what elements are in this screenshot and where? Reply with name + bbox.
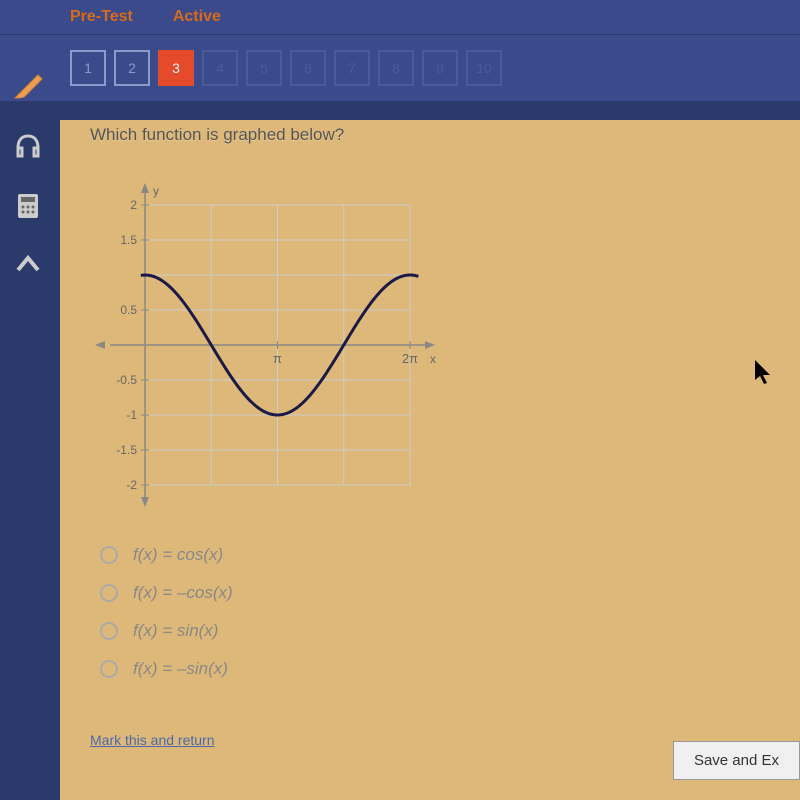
mark-return-link[interactable]: Mark this and return — [90, 732, 215, 748]
pencil-icon[interactable] — [10, 68, 45, 103]
svg-text:π: π — [273, 351, 282, 366]
question-btn-9[interactable]: 9 — [422, 50, 458, 86]
svg-text:2π: 2π — [402, 351, 418, 366]
calculator-icon[interactable] — [10, 188, 45, 223]
svg-text:0.5: 0.5 — [120, 303, 137, 317]
answer-list: f(x) = cos(x) f(x) = –cos(x) f(x) = sin(x)… — [100, 545, 780, 679]
answer-option-1[interactable]: f(x) = –cos(x) — [100, 583, 780, 603]
main-content: Which function is graphed below? 2 1.5 0.5… — [60, 120, 800, 800]
answer-option-0[interactable]: f(x) = cos(x) — [100, 545, 780, 565]
svg-text:2: 2 — [130, 198, 137, 212]
answer-option-2[interactable]: f(x) = sin(x) — [100, 621, 780, 641]
answer-label: f(x) = –sin(x) — [133, 659, 228, 679]
collapse-icon[interactable] — [10, 248, 45, 283]
answer-label: f(x) = cos(x) — [133, 545, 223, 565]
question-nav: 12345678910 — [0, 34, 800, 101]
svg-text:-0.5: -0.5 — [116, 373, 137, 387]
question-text: Which function is graphed below? — [90, 125, 780, 145]
headphones-icon[interactable] — [10, 128, 45, 163]
side-toolbar — [0, 50, 55, 283]
question-btn-10[interactable]: 10 — [466, 50, 502, 86]
question-btn-5[interactable]: 5 — [246, 50, 282, 86]
question-btn-3[interactable]: 3 — [158, 50, 194, 86]
svg-text:1.5: 1.5 — [120, 233, 137, 247]
save-exit-button[interactable]: Save and Ex — [673, 741, 800, 780]
question-btn-2[interactable]: 2 — [114, 50, 150, 86]
radio-icon — [100, 546, 118, 564]
question-btn-8[interactable]: 8 — [378, 50, 414, 86]
svg-text:y: y — [153, 184, 159, 198]
question-btn-7[interactable]: 7 — [334, 50, 370, 86]
tab-pretest[interactable]: Pre-Test — [70, 8, 133, 26]
answer-label: f(x) = sin(x) — [133, 621, 218, 641]
svg-text:-1.5: -1.5 — [116, 443, 137, 457]
radio-icon — [100, 660, 118, 678]
radio-icon — [100, 622, 118, 640]
tab-active[interactable]: Active — [173, 8, 221, 26]
graph: 2 1.5 0.5 -0.5 -1 -1.5 -2 π 2π y x — [90, 175, 450, 515]
radio-icon — [100, 584, 118, 602]
svg-text:-1: -1 — [126, 408, 137, 422]
answer-label: f(x) = –cos(x) — [133, 583, 233, 603]
question-btn-6[interactable]: 6 — [290, 50, 326, 86]
header-tabs: Pre-Test Active — [0, 0, 800, 34]
svg-text:-2: -2 — [126, 478, 137, 492]
question-btn-1[interactable]: 1 — [70, 50, 106, 86]
svg-text:x: x — [430, 352, 436, 366]
answer-option-3[interactable]: f(x) = –sin(x) — [100, 659, 780, 679]
question-btn-4[interactable]: 4 — [202, 50, 238, 86]
